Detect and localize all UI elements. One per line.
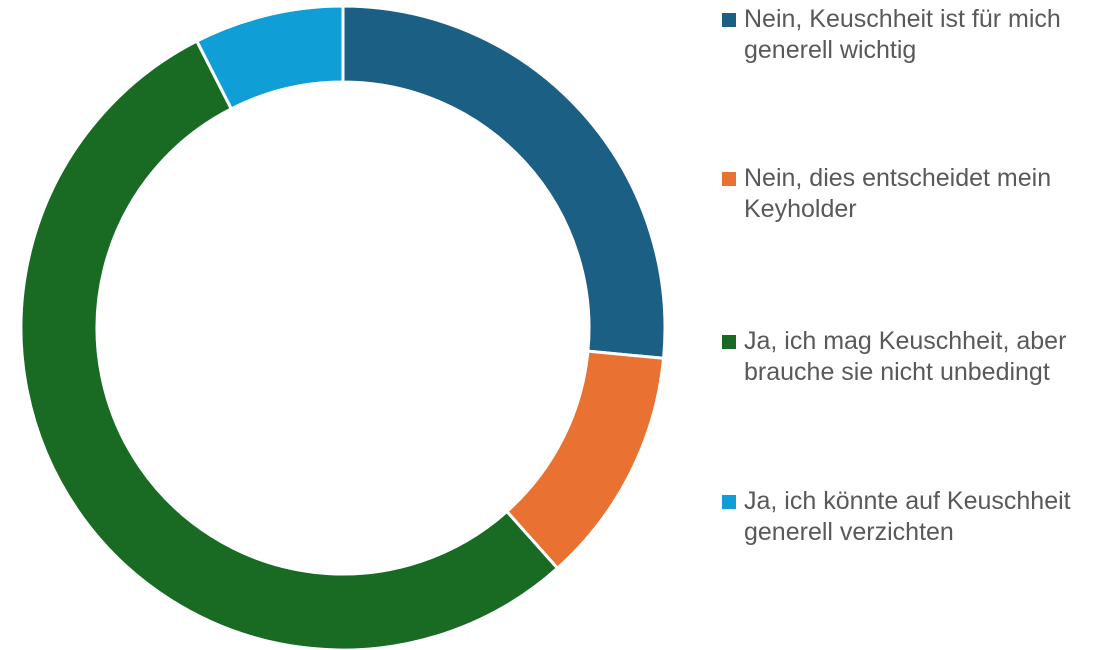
donut-segment: [194, 4, 345, 111]
legend-item: Ja, ich könnte auf Keuschheit generell v…: [722, 486, 1072, 548]
legend-swatch: [722, 13, 736, 27]
legend-swatch: [722, 495, 736, 509]
legend-label: Nein, dies entscheidet mein Keyholder: [744, 164, 1052, 223]
legend-label: Nein, Keuschheit ist für mich generell w…: [744, 5, 1061, 64]
legend-label: Ja, ich mag Keuschheit, aber brauche sie…: [744, 327, 1067, 386]
legend-item: Nein, dies entscheidet mein Keyholder: [722, 163, 1072, 225]
legend-swatch: [722, 335, 736, 349]
legend-label: Ja, ich könnte auf Keuschheit generell v…: [744, 487, 1071, 546]
donut-segment: [341, 4, 667, 360]
donut-segment: [19, 39, 560, 650]
legend-swatch: [722, 172, 736, 186]
donut-plot: [19, 4, 667, 650]
legend-item: Nein, Keuschheit ist für mich generell w…: [722, 4, 1072, 66]
legend-item: Ja, ich mag Keuschheit, aber brauche sie…: [722, 326, 1072, 388]
